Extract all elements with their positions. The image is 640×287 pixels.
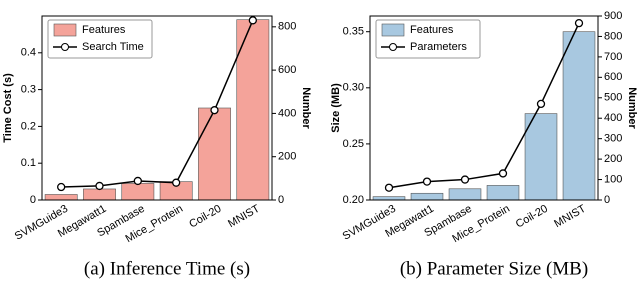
legend-marker [61, 43, 69, 51]
y2-tick-label: 200 [604, 153, 622, 165]
line-marker [498, 169, 508, 178]
y2-tick-label: 800 [604, 30, 622, 42]
bar [83, 188, 116, 201]
bar [236, 19, 270, 201]
caption: (a) Inference Time (s) [84, 258, 250, 279]
x-tick-label: Coil-20 [187, 203, 223, 231]
y-tick-label: 0.30 [343, 82, 364, 94]
y-axis-label: Time Cost (s) [2, 73, 14, 143]
line-marker [536, 99, 546, 109]
plot-frame [369, 15, 599, 201]
y-tick-label: 0.20 [343, 194, 364, 206]
y2-tick-label: 600 [604, 71, 622, 83]
bar [448, 188, 482, 201]
legend-marker [389, 43, 397, 51]
line-marker [248, 16, 257, 25]
bar [410, 192, 444, 201]
line-marker [422, 177, 432, 186]
y2-tick-label: 0 [278, 194, 284, 206]
y-tick-label: 0.35 [343, 26, 364, 38]
y-axis-label: Size (MB) [330, 83, 342, 133]
y-tick-label: 0.4 [21, 47, 36, 59]
line-marker [95, 181, 104, 191]
legend-label: Features [82, 24, 126, 36]
y-tick-label: 0.1 [21, 157, 36, 169]
line-marker [384, 183, 394, 192]
legend-label: Features [410, 24, 454, 36]
y2-axis-label: Number [626, 87, 638, 129]
y2-tick-label: 100 [604, 173, 622, 185]
y-tick-label: 0.3 [21, 84, 36, 96]
y2-tick-label: 900 [604, 10, 622, 22]
y2-tick-label: 700 [604, 51, 622, 63]
bar [44, 194, 78, 201]
line-marker [574, 19, 584, 28]
x-tick-label: MNIST [552, 203, 588, 231]
y-tick-label: 0 [30, 194, 36, 206]
legend-label: Search Time [82, 41, 144, 53]
y2-tick-label: 500 [604, 92, 622, 104]
y2-tick-label: 300 [604, 133, 622, 145]
bar [486, 185, 520, 201]
legend-swatch [53, 23, 77, 37]
line-marker [172, 178, 181, 187]
plot-frame [41, 15, 273, 201]
y2-tick-label: 600 [278, 64, 296, 76]
line-marker [57, 182, 66, 192]
y2-tick-label: 200 [278, 151, 296, 163]
bar [562, 31, 596, 201]
y2-tick-label: 800 [278, 21, 296, 33]
line [388, 22, 580, 189]
line-marker [133, 176, 142, 186]
y2-tick-label: 400 [604, 112, 622, 124]
line-marker [460, 175, 470, 184]
bar [121, 183, 155, 201]
bar [524, 113, 558, 201]
y2-axis-label: Number [300, 87, 312, 129]
y-tick-label: 0.2 [21, 120, 36, 132]
y-tick-label: 0.25 [343, 138, 364, 150]
caption: (b) Parameter Size (MB) [400, 258, 588, 279]
legend-label: Parameters [410, 41, 467, 53]
y2-tick-label: 400 [278, 107, 296, 119]
line [61, 20, 254, 188]
bar [198, 107, 231, 201]
x-tick-label: MNIST [226, 203, 262, 231]
bar [372, 196, 406, 201]
y2-tick-label: 0 [604, 194, 610, 206]
line-marker [210, 106, 219, 115]
x-tick-label: Coil-20 [514, 203, 550, 231]
legend-swatch [381, 23, 405, 37]
